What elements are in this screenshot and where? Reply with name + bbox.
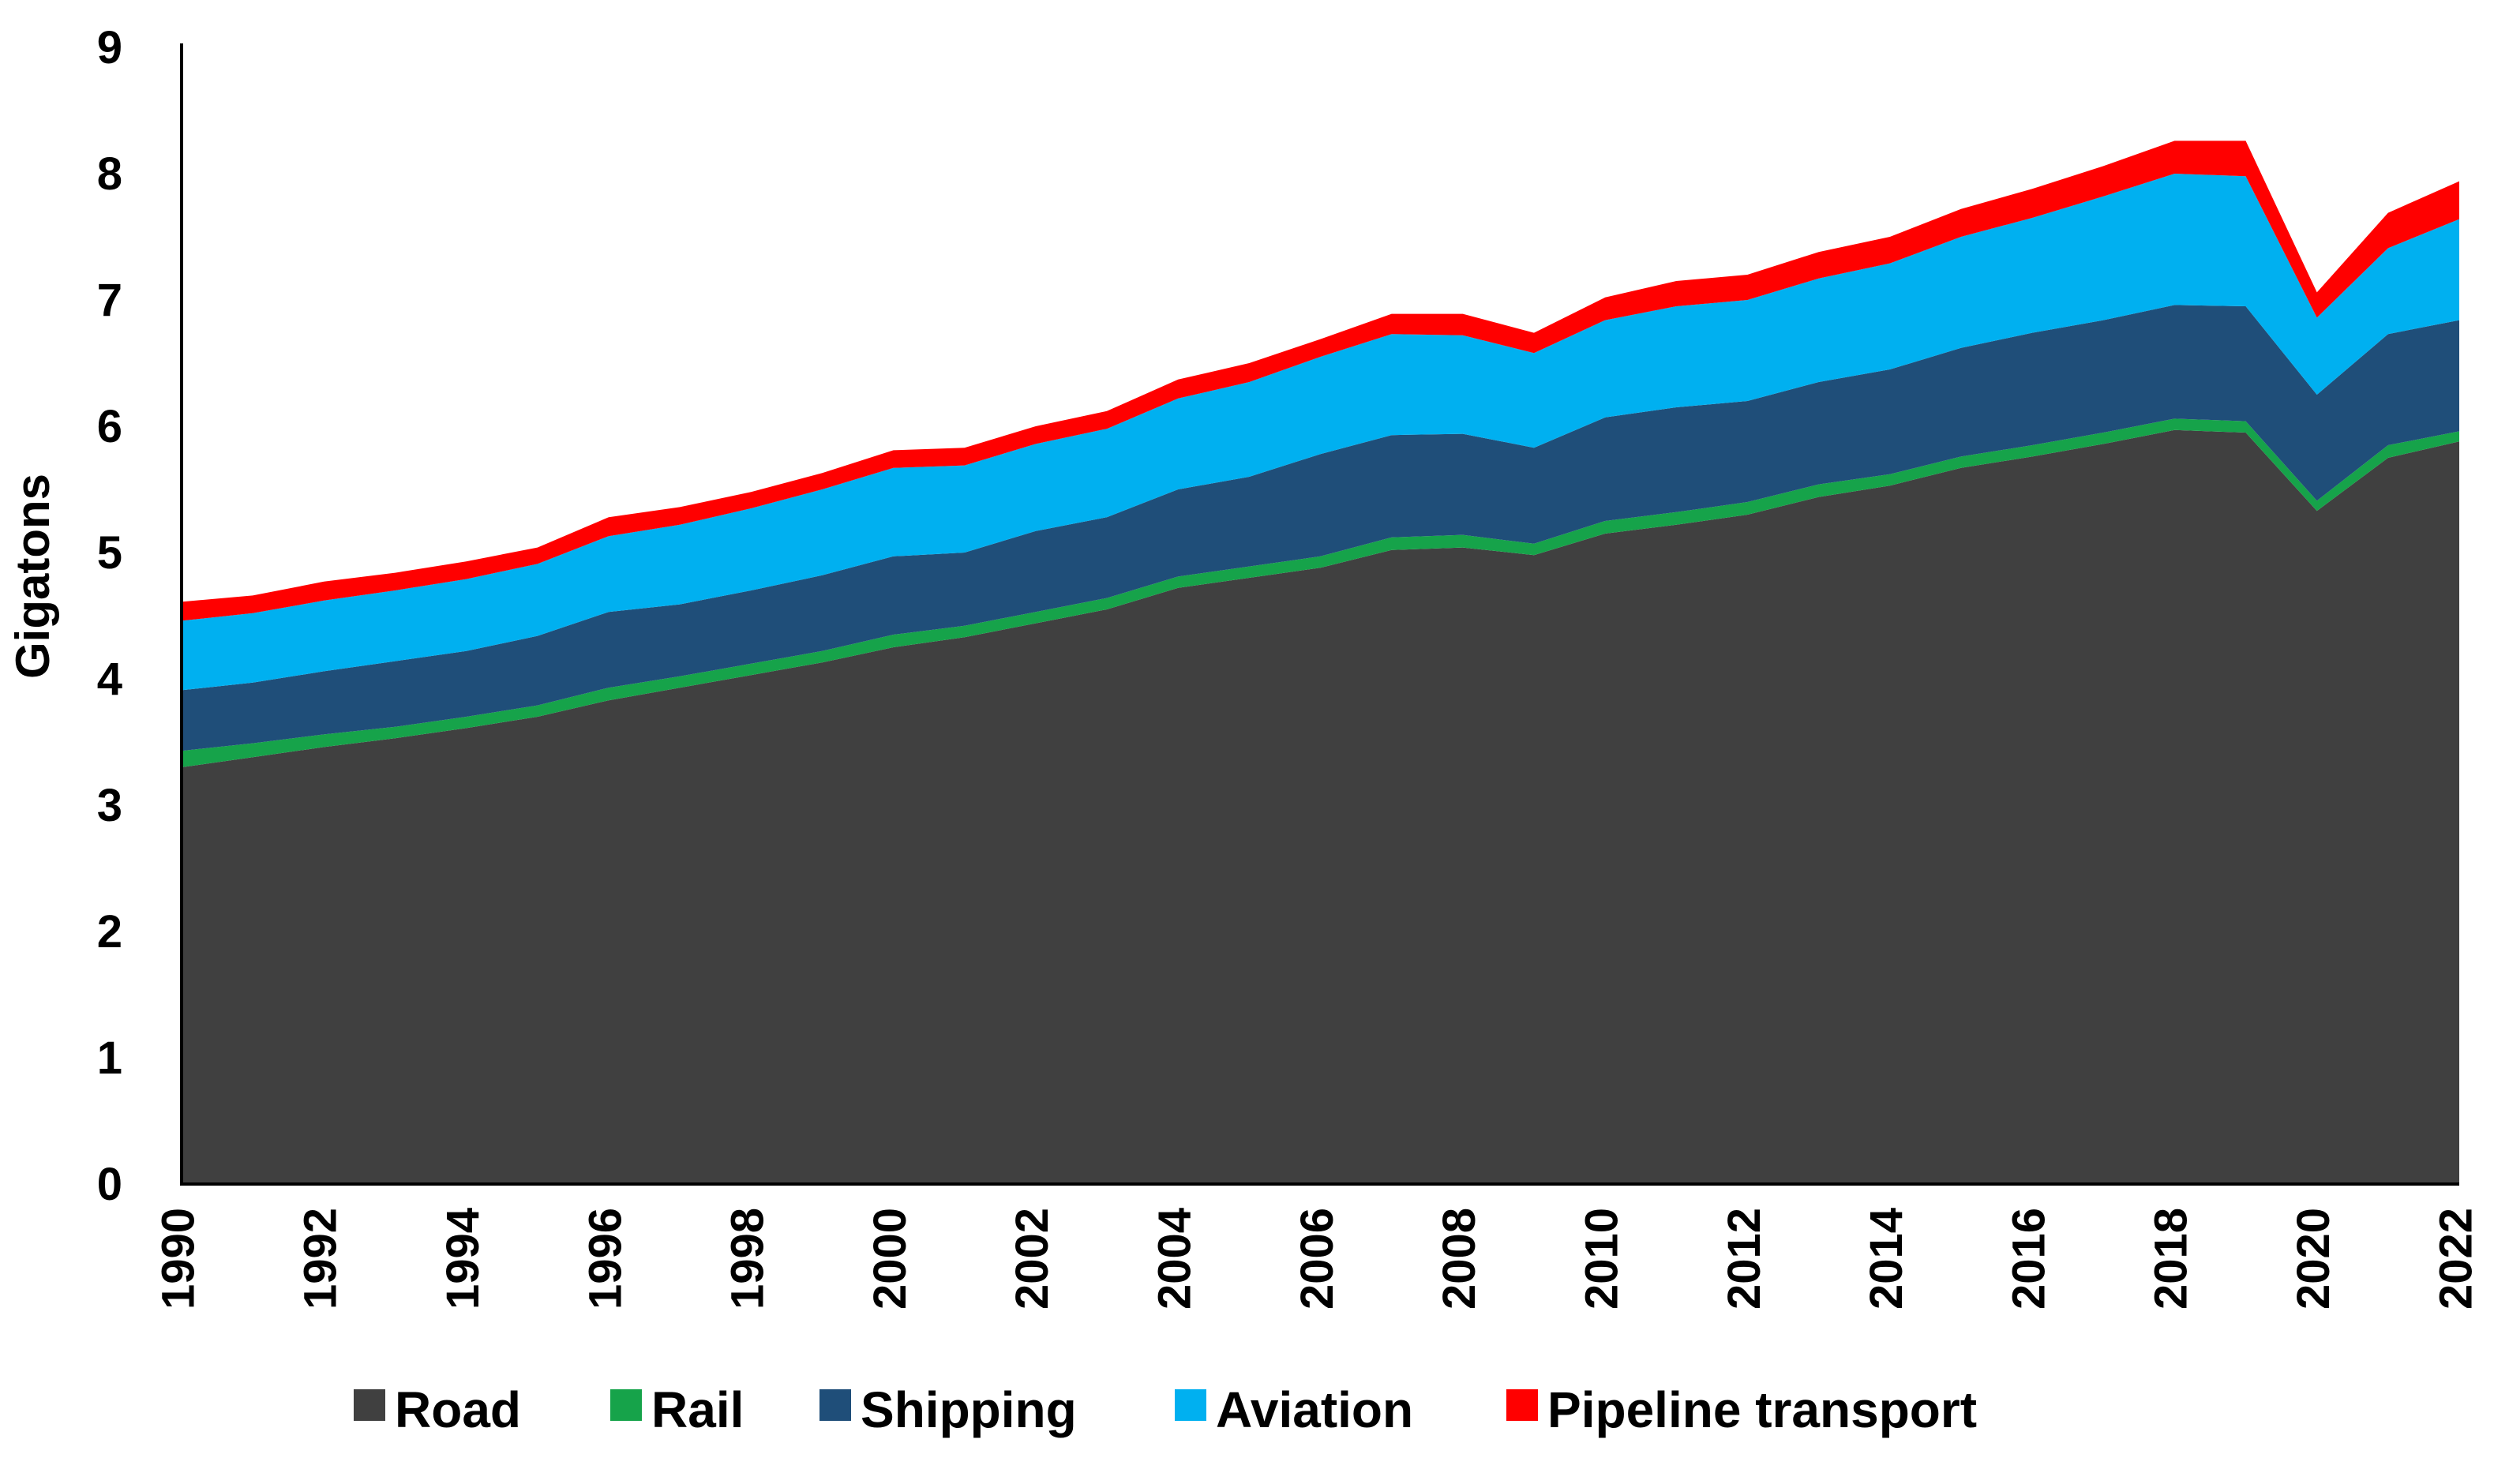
legend-swatch-aviation (1175, 1389, 1206, 1421)
x-tick-label: 2022 (2430, 1208, 2481, 1310)
y-axis-ticks: 0 1 2 3 4 5 6 7 8 9 (97, 22, 122, 1210)
x-tick-label: 1992 (295, 1208, 347, 1310)
x-tick-label: 2014 (1861, 1208, 1912, 1310)
legend-swatch-pipeline-transport (1506, 1389, 1538, 1421)
area-rail (182, 418, 2459, 767)
y-tick-label: 4 (97, 654, 122, 705)
area-series-group (182, 141, 2459, 1184)
x-tick-label: 2000 (864, 1208, 916, 1310)
y-tick-label: 6 (97, 401, 122, 452)
y-tick-label: 8 (97, 148, 122, 200)
legend-swatch-shipping (819, 1389, 851, 1421)
legend-swatch-road (354, 1389, 385, 1421)
x-tick-label: 2010 (1576, 1208, 1627, 1310)
legend-label-pipeline-transport: Pipeline transport (1547, 1381, 1977, 1438)
legend-label-shipping: Shipping (861, 1381, 1077, 1438)
y-tick-label: 0 (97, 1159, 122, 1210)
legend-label-rail: Rail (651, 1381, 744, 1438)
area-pipeline-transport (182, 141, 2459, 621)
x-tick-label: 1998 (722, 1208, 774, 1310)
y-tick-label: 1 (97, 1032, 122, 1084)
y-axis-title: Gigatons (6, 474, 59, 679)
y-tick-label: 9 (97, 22, 122, 73)
x-axis-ticks: 1990 1992 1994 1996 1998 2000 2002 2004 2006 2008… (152, 1208, 2481, 1310)
y-tick-label: 5 (97, 527, 122, 579)
x-tick-label: 1994 (437, 1208, 489, 1310)
x-tick-label: 1990 (152, 1208, 204, 1310)
x-tick-label: 2016 (2003, 1208, 2054, 1310)
x-tick-label: 2008 (1434, 1208, 1485, 1310)
area-road (182, 429, 2459, 1184)
x-tick-label: 1996 (579, 1208, 631, 1310)
legend-label-aviation: Aviation (1216, 1381, 1413, 1438)
x-tick-label: 2006 (1292, 1208, 1343, 1310)
y-tick-label: 7 (97, 275, 122, 326)
area-shipping (182, 305, 2459, 751)
x-tick-label: 2004 (1149, 1208, 1201, 1310)
x-tick-label: 2002 (1007, 1208, 1058, 1310)
y-tick-label: 3 (97, 780, 122, 831)
legend: Road Rail Shipping Aviation Pipeline transpo… (354, 1381, 1977, 1438)
legend-swatch-rail (610, 1389, 642, 1421)
legend-label-road: Road (395, 1381, 521, 1438)
x-tick-label: 2012 (1719, 1208, 1770, 1310)
x-tick-label: 2018 (2146, 1208, 2197, 1310)
area-aviation (182, 174, 2459, 691)
y-tick-label: 2 (97, 906, 122, 957)
x-tick-label: 2020 (2288, 1208, 2339, 1310)
